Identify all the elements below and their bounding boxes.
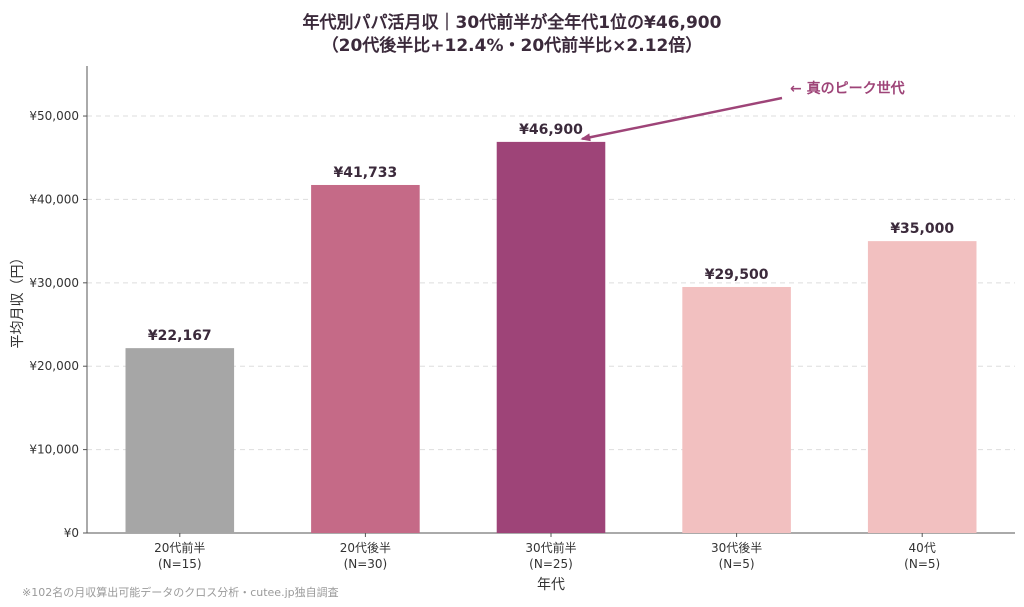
x-tick-label: 30代前半 — [525, 540, 576, 555]
y-axis-label: 平均月収（円） — [10, 251, 26, 349]
x-tick-sublabel: (N=5) — [904, 557, 940, 571]
annotation-arrow — [580, 96, 783, 142]
bar — [496, 141, 606, 533]
x-tick-label: 40代 — [909, 541, 936, 555]
bar — [682, 286, 791, 533]
x-tick-label: 20代後半 — [340, 541, 391, 555]
y-tick-label: ¥20,000 — [29, 359, 79, 373]
bar-value-label: ¥29,500 — [705, 267, 769, 283]
bar-value-label: ¥35,000 — [890, 221, 954, 237]
bar — [125, 348, 235, 533]
y-tick-label: ¥10,000 — [29, 443, 79, 457]
chart-subtitle: （20代後半比+12.4%・20代前半比×2.12倍） — [321, 36, 703, 56]
x-axis-label: 年代 — [537, 577, 565, 593]
bar-value-label: ¥41,733 — [334, 165, 398, 181]
y-tick-label: ¥40,000 — [29, 192, 79, 206]
annotation-label: ← 真のピーク世代 — [790, 80, 905, 97]
x-tick-label: 20代前半 — [154, 540, 205, 555]
x-tick-sublabel: (N=25) — [529, 557, 573, 571]
y-tick-label: ¥50,000 — [29, 109, 79, 123]
footnote: ※102名の月収算出可能データのクロス分析・cutee.jp独自調査 — [22, 586, 339, 599]
x-tick-sublabel: (N=15) — [158, 557, 202, 571]
y-tick-label: ¥30,000 — [29, 276, 79, 290]
x-tick-label: 30代後半 — [711, 541, 762, 555]
y-tick-label: ¥0 — [64, 526, 79, 540]
bar — [867, 241, 977, 533]
bar-value-label: ¥22,167 — [148, 328, 212, 344]
bar-value-label: ¥46,900 — [519, 122, 583, 138]
bar — [311, 184, 420, 533]
chart-title: 年代別パパ活月収｜30代前半が全年代1位の¥46,900 — [302, 13, 722, 33]
x-tick-sublabel: (N=5) — [719, 557, 755, 571]
x-tick-sublabel: (N=30) — [344, 557, 388, 571]
